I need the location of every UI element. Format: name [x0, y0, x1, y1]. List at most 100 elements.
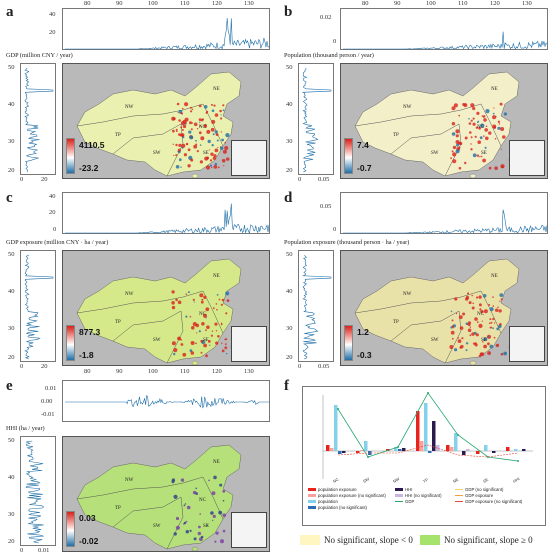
map-c-hotspot — [185, 293, 188, 295]
lat-tick-b-0: 50 — [286, 64, 293, 71]
map-e-hotspot — [173, 494, 178, 499]
panel-d-left-xtick-1: 0.05 — [318, 363, 330, 370]
panel-c-lat-profile — [20, 250, 56, 362]
map-c-hotspot — [200, 339, 203, 343]
map-e-region-label-0: NW — [125, 478, 134, 483]
panel-e-cbar-min: -0.02 — [79, 536, 99, 546]
map-c-hotspot — [221, 298, 225, 302]
map-e-hotspot — [189, 529, 192, 532]
lon-tick-b-2: 100 — [426, 0, 436, 7]
map-b-hotspot — [472, 122, 476, 126]
map-c-hotspot — [210, 334, 213, 337]
map-d-hotspot — [487, 335, 489, 338]
map-c-region-label-3: NC — [199, 312, 207, 317]
map-d-hotspot — [499, 300, 501, 302]
map-e-hotspot — [193, 537, 197, 541]
panel-a-left-xtick-1: 20 — [41, 176, 48, 183]
panel-b-lat-profile — [298, 63, 334, 175]
map-d-hotspot — [497, 306, 499, 309]
map-c-hotspot — [180, 343, 184, 346]
map-b-hotspot — [476, 154, 480, 157]
map-b-hotspot — [451, 122, 456, 126]
map-c-hotspot — [218, 298, 221, 301]
map-d-hotspot — [478, 354, 482, 358]
map-a-hotspot — [214, 162, 217, 166]
panel-b-south-sea-inset — [509, 140, 545, 176]
map-a-hotspot — [211, 167, 213, 169]
map-a-hotspot — [216, 139, 219, 142]
f-bar-NC-0 — [326, 445, 330, 451]
map-a-hotspot — [181, 128, 184, 131]
lat-tick-b-2: 40 — [286, 101, 293, 108]
panel-a-china: NW NE TP NC SW SE — [76, 71, 242, 178]
map-e-hotspot — [222, 499, 225, 502]
f-bar-HHI-4 — [522, 449, 526, 451]
map-c-hotspot — [211, 330, 214, 332]
map-c-hotspot — [220, 322, 223, 324]
map-c-hotspot — [224, 343, 227, 345]
map-c-hotspot — [220, 303, 223, 306]
map-b-hotspot — [480, 155, 483, 158]
map-b-hotspot — [503, 112, 507, 116]
map-d-hotspot — [488, 322, 491, 325]
map-e-hotspot — [219, 483, 223, 487]
f-cat-label-1: SW — [362, 476, 370, 484]
map-a-hotspot — [177, 112, 179, 114]
f-cat-label-4: NE — [452, 477, 460, 484]
map-b-hotspot — [497, 120, 501, 123]
map-legend-label-pos: No significant, slope ≥ 0 — [444, 535, 533, 545]
f-bar-TP-5 — [436, 445, 440, 451]
map-c-hotspot — [171, 301, 175, 305]
map-d-region-label-0: NW — [403, 292, 412, 297]
map-b-hotspot — [499, 102, 503, 106]
map-b-hotspot — [468, 122, 472, 125]
map-e-hotspot — [211, 491, 216, 496]
lon-tick-b-1: 90 — [394, 0, 401, 7]
map-b-hotspot — [472, 117, 475, 120]
map-e-hotspot — [199, 513, 201, 515]
panel-b-top-ytick-0: 0.02 — [320, 14, 332, 21]
panel-e-left-xtick-1: 0.01 — [38, 547, 50, 554]
map-d-hotspot — [455, 312, 458, 315]
map-c-hotspot — [171, 290, 175, 294]
map-c-hotspot — [203, 313, 207, 318]
lon-tick-b-5: 130 — [522, 0, 532, 7]
map-c-hotspot — [177, 300, 182, 305]
sd-top-line — [343, 209, 548, 234]
f-bar-SW-0 — [356, 451, 360, 453]
map-d-hotspot — [451, 337, 454, 340]
map-e-hotspot — [213, 475, 217, 480]
map-a-region-border-0 — [76, 103, 204, 127]
map-d-hotspot — [478, 323, 483, 328]
lat-tick-b-6: 20 — [286, 167, 293, 174]
map-b-hotspot — [488, 166, 492, 170]
map-b-hotspot — [500, 148, 502, 150]
map-d-hotspot — [465, 295, 470, 300]
map-a-hotspot — [172, 143, 174, 145]
legend-item-4: HHI — [395, 487, 412, 492]
map-b-hotspot — [488, 131, 492, 135]
f-bar-SW-1 — [360, 450, 364, 451]
map-e-hotspot — [208, 479, 211, 482]
legend-swatch-1 — [308, 493, 316, 498]
map-d-hotspot — [489, 318, 492, 321]
f-bar-SW-2 — [364, 441, 368, 451]
map-a-hotspot — [187, 148, 191, 152]
map-a-region-label-1: NE — [213, 87, 220, 92]
map-c-hotspot — [225, 312, 228, 315]
map-d-hotspot — [487, 351, 491, 355]
legend-item-2: population — [308, 499, 338, 504]
map-b-hotspot — [477, 140, 481, 144]
map-d-hotspot — [489, 344, 494, 349]
map-a-hotspot — [189, 106, 192, 109]
panel-d-cbar-min: -0.3 — [357, 350, 372, 360]
map-d-hotspot — [499, 323, 502, 326]
map-c-hotspot — [226, 352, 228, 355]
map-c-hotspot — [199, 293, 204, 298]
map-a-hotspot — [211, 109, 215, 112]
map-a-hotspot — [190, 110, 193, 113]
map-a-hotspot — [188, 130, 192, 134]
map-b-hotspot — [451, 150, 454, 153]
map-b-region-border-3 — [480, 103, 502, 147]
map-e-region-label-4: SW — [153, 524, 161, 529]
